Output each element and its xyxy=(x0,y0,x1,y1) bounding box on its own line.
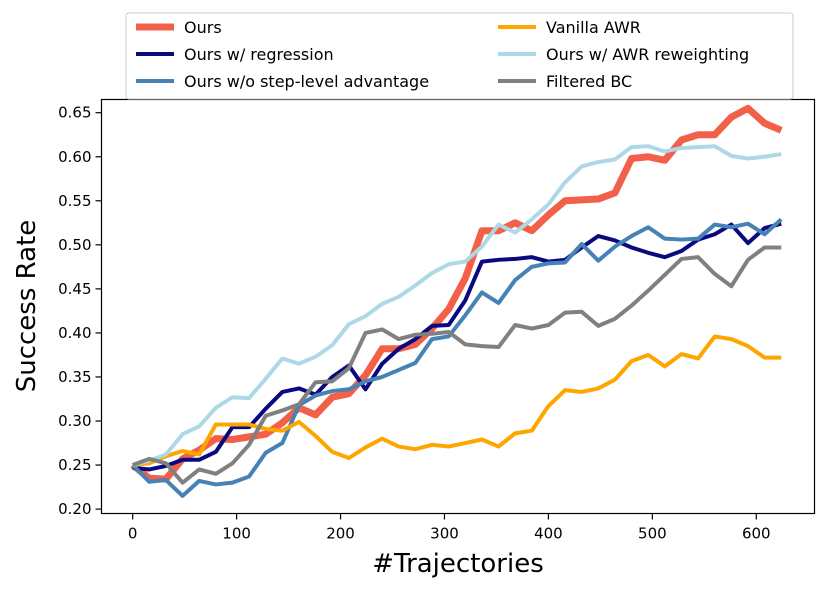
x-tick-label: 600 xyxy=(742,525,771,543)
x-tick-label: 0 xyxy=(128,525,138,543)
y-axis-label: Success Rate xyxy=(12,220,42,393)
series-line-filtered-bc xyxy=(131,245,782,485)
series-line-ours-w-regression xyxy=(132,221,782,472)
y-tick-label: 0.35 xyxy=(58,368,91,386)
series-layer xyxy=(130,104,783,498)
x-axis-ticks: 0 100 200 300 400 500 600 xyxy=(128,513,771,543)
y-tick-label: 0.40 xyxy=(58,324,91,342)
x-tick-label: 500 xyxy=(638,525,667,543)
y-tick-label: 0.45 xyxy=(58,280,91,298)
legend-label: Vanilla AWR xyxy=(546,18,641,37)
series-line-vanilla-awr xyxy=(132,334,782,468)
x-tick-label: 400 xyxy=(534,525,563,543)
y-axis-ticks: 0.20 0.25 0.30 0.35 0.40 0.45 0.50 0.55 0.60 0.65 xyxy=(58,104,102,518)
series-line-ours-w-awr-reweighting xyxy=(132,144,782,467)
series-line-ours-w-o-step-level-advantage xyxy=(131,217,783,498)
y-tick-label: 0.25 xyxy=(58,456,91,474)
y-tick-label: 0.50 xyxy=(58,236,91,254)
legend-label: Ours w/ regression xyxy=(184,45,334,64)
legend-label: Ours w/ AWR reweighting xyxy=(546,45,749,64)
y-tick-label: 0.30 xyxy=(58,412,91,430)
x-axis-label: #Trajectories xyxy=(372,549,544,579)
legend-label: Ours xyxy=(184,18,222,37)
y-tick-label: 0.20 xyxy=(58,500,91,518)
x-tick-label: 200 xyxy=(326,525,355,543)
y-tick-label: 0.60 xyxy=(58,148,91,166)
legend-frame xyxy=(125,12,794,100)
legend: Ours Ours w/ regression Ours w/o step-leve… xyxy=(125,12,794,100)
y-tick-label: 0.55 xyxy=(58,192,91,210)
y-tick-label: 0.65 xyxy=(58,104,91,122)
x-tick-label: 100 xyxy=(222,525,251,543)
legend-items: Ours Ours w/ regression Ours w/o step-leve… xyxy=(136,18,749,91)
legend-label: Filtered BC xyxy=(546,72,632,91)
legend-label: Ours w/o step-level advantage xyxy=(184,72,429,91)
x-tick-label: 300 xyxy=(430,525,459,543)
